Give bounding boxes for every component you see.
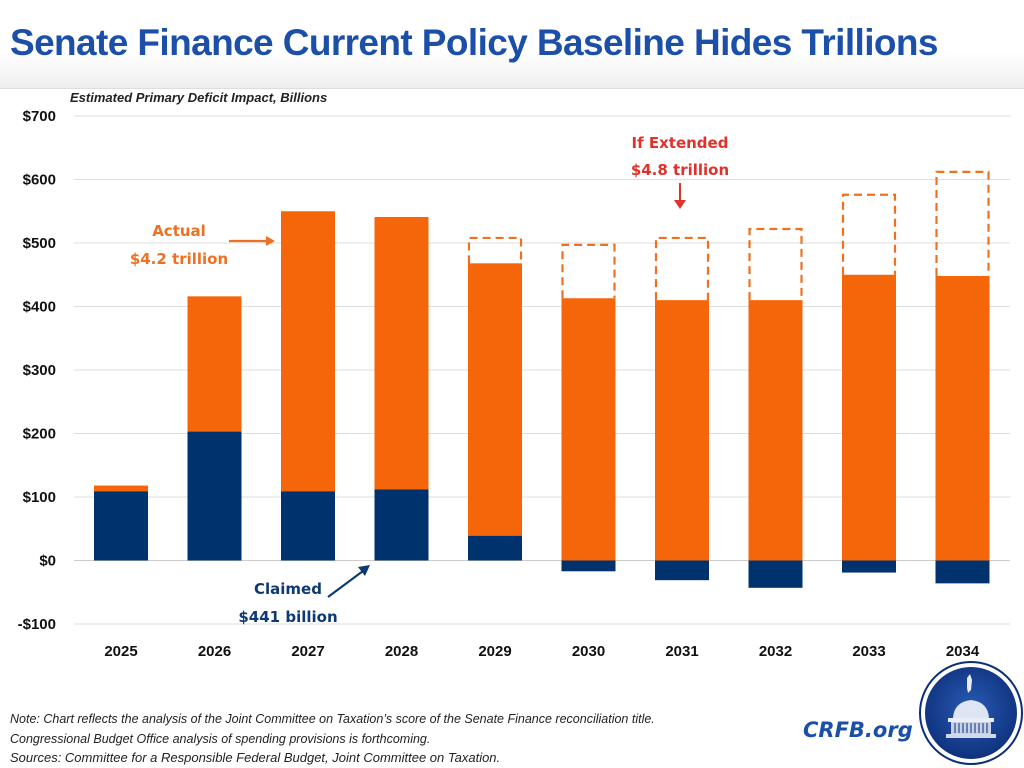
- bar-extended-outline: [748, 227, 803, 301]
- arrow-extended-head: [674, 200, 686, 209]
- bar-actual: [374, 216, 429, 490]
- bar-extended-outline: [935, 170, 990, 277]
- capitol-dome-icon: [919, 661, 1023, 765]
- annotation-claimed-line-2: $441 billion: [238, 608, 337, 626]
- y-tick-label: $100: [23, 489, 56, 506]
- note-line-1: Note: Chart reflects the analysis of the…: [10, 712, 655, 726]
- x-tick-label: 2031: [665, 643, 698, 660]
- x-tick-label: 2028: [385, 643, 418, 660]
- annotation-claimed-line-1: Claimed: [254, 580, 322, 598]
- x-tick-label: 2027: [291, 643, 324, 660]
- bar-claimed: [94, 491, 148, 561]
- bar-actual: [94, 485, 148, 492]
- bar-claimed: [748, 560, 803, 588]
- bar-claimed: [935, 560, 990, 584]
- annotation-actual-line-2: $4.2 trillion: [130, 250, 228, 268]
- bar-extended-outline: [467, 236, 523, 264]
- y-tick-label: $400: [23, 299, 56, 316]
- bar-actual: [748, 300, 803, 561]
- x-tick-label: 2032: [759, 643, 792, 660]
- y-tick-label: $200: [23, 426, 56, 443]
- header-band: Senate Finance Current Policy Baseline H…: [0, 0, 1024, 89]
- bar-claimed: [374, 489, 429, 561]
- bar-extended-outline: [561, 243, 616, 299]
- y-tick-label: $500: [23, 235, 56, 252]
- bar-actual: [842, 274, 896, 561]
- bar-actual: [468, 263, 522, 536]
- x-tick-label: 2025: [104, 643, 137, 660]
- arrow-claimed-line: [327, 570, 364, 598]
- bar-claimed: [655, 560, 709, 581]
- x-tick-label: 2030: [572, 643, 605, 660]
- bar-chart: $700 $600 $500 $400 $300 $200 $100 $0 -$100 2025…: [18, 108, 1010, 660]
- arrow-actual-head: [266, 236, 275, 246]
- note-line-2: Congressional Budget Office analysis of …: [10, 732, 431, 746]
- bar-actual: [561, 298, 616, 561]
- y-tick-label: $600: [23, 172, 56, 189]
- annotation-actual-line-1: Actual: [152, 222, 206, 240]
- x-tick-label: 2029: [478, 643, 511, 660]
- sources-line: Sources: Committee for a Responsible Fed…: [10, 750, 501, 765]
- annotation-actual: Actual $4.2 trillion: [130, 222, 228, 268]
- annotation-extended-line-1: If Extended: [632, 134, 729, 152]
- y-tick-label: -$100: [18, 616, 56, 633]
- chart-subtitle: Estimated Primary Deficit Impact, Billio…: [70, 90, 328, 105]
- bar-actual: [187, 296, 242, 432]
- bar-claimed: [281, 491, 335, 561]
- x-tick-label: 2034: [946, 643, 980, 660]
- bar-claimed: [468, 535, 522, 561]
- bar-actual: [281, 211, 335, 492]
- y-tick-label: $700: [23, 108, 56, 125]
- bar-actual: [935, 276, 990, 561]
- bar-extended-outline: [654, 236, 710, 301]
- bar-extended-outline: [841, 193, 897, 275]
- arrow-claimed-head: [358, 565, 370, 576]
- annotation-extended: If Extended $4.8 trillion: [631, 134, 729, 179]
- x-tick-label: 2026: [198, 643, 231, 660]
- y-tick-label: $0: [39, 553, 56, 570]
- annotation-claimed: Claimed $441 billion: [238, 580, 337, 626]
- brand-link[interactable]: CRFB.org: [803, 718, 913, 742]
- bar-claimed: [842, 560, 896, 573]
- chart-title: Senate Finance Current Policy Baseline H…: [10, 22, 938, 63]
- bar-claimed: [561, 560, 616, 572]
- bar-claimed: [187, 431, 242, 561]
- annotation-extended-line-2: $4.8 trillion: [631, 161, 729, 179]
- bar-actual: [655, 300, 709, 561]
- x-tick-label: 2033: [852, 643, 885, 660]
- y-tick-label: $300: [23, 362, 56, 379]
